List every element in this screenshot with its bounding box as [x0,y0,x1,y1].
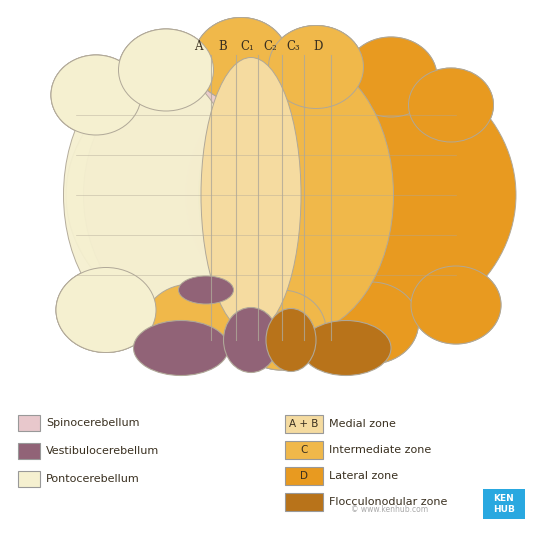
Text: A: A [194,41,202,53]
Ellipse shape [118,29,214,111]
Ellipse shape [223,308,279,373]
Text: C₂: C₂ [263,41,277,53]
Ellipse shape [269,26,364,109]
Ellipse shape [345,37,437,117]
Ellipse shape [411,266,501,344]
Ellipse shape [118,29,214,111]
Ellipse shape [51,55,141,135]
Ellipse shape [56,268,156,352]
Ellipse shape [179,276,233,304]
Ellipse shape [408,68,494,142]
Ellipse shape [51,55,141,135]
Text: Medial zone: Medial zone [329,419,396,429]
Ellipse shape [186,52,516,337]
Ellipse shape [66,45,466,345]
FancyBboxPatch shape [18,471,40,487]
Ellipse shape [118,29,214,111]
Ellipse shape [345,37,437,117]
Ellipse shape [201,58,301,333]
Ellipse shape [133,320,229,376]
Ellipse shape [236,290,326,370]
Ellipse shape [324,282,418,364]
FancyBboxPatch shape [483,489,525,519]
Text: B: B [219,41,228,53]
Text: C₁: C₁ [240,41,254,53]
Text: Vestibulocerebellum: Vestibulocerebellum [46,446,159,456]
Ellipse shape [193,18,288,102]
Text: Lateral zone: Lateral zone [329,471,398,481]
Ellipse shape [198,55,393,335]
Text: D: D [313,41,322,53]
Text: Pontocerebellum: Pontocerebellum [46,474,140,484]
Text: C₃: C₃ [286,41,300,53]
Text: D: D [300,471,308,481]
Ellipse shape [193,18,288,102]
Ellipse shape [84,55,328,335]
Text: A + B: A + B [289,419,319,429]
FancyBboxPatch shape [285,467,323,485]
Text: Spinocerebellum: Spinocerebellum [46,418,140,428]
FancyBboxPatch shape [285,441,323,459]
Ellipse shape [63,65,238,325]
Ellipse shape [56,268,156,352]
FancyBboxPatch shape [18,443,40,459]
Ellipse shape [269,26,364,109]
FancyBboxPatch shape [285,493,323,511]
Ellipse shape [266,309,316,372]
Ellipse shape [408,68,494,142]
Ellipse shape [236,290,326,370]
Ellipse shape [411,266,501,344]
Ellipse shape [324,282,418,364]
Ellipse shape [236,290,326,370]
Ellipse shape [301,320,391,376]
Ellipse shape [143,284,238,366]
FancyBboxPatch shape [18,415,40,431]
FancyBboxPatch shape [285,415,323,433]
Ellipse shape [51,55,141,135]
Ellipse shape [269,26,364,109]
Text: Intermediate zone: Intermediate zone [329,445,431,455]
Ellipse shape [56,268,156,352]
Text: © www.kenhub.com: © www.kenhub.com [351,505,429,514]
Ellipse shape [193,18,288,102]
Ellipse shape [143,284,238,366]
Text: KEN
HUB: KEN HUB [493,494,515,514]
Ellipse shape [143,284,238,366]
Text: Flocculonodular zone: Flocculonodular zone [329,497,447,507]
Text: C: C [300,445,308,455]
